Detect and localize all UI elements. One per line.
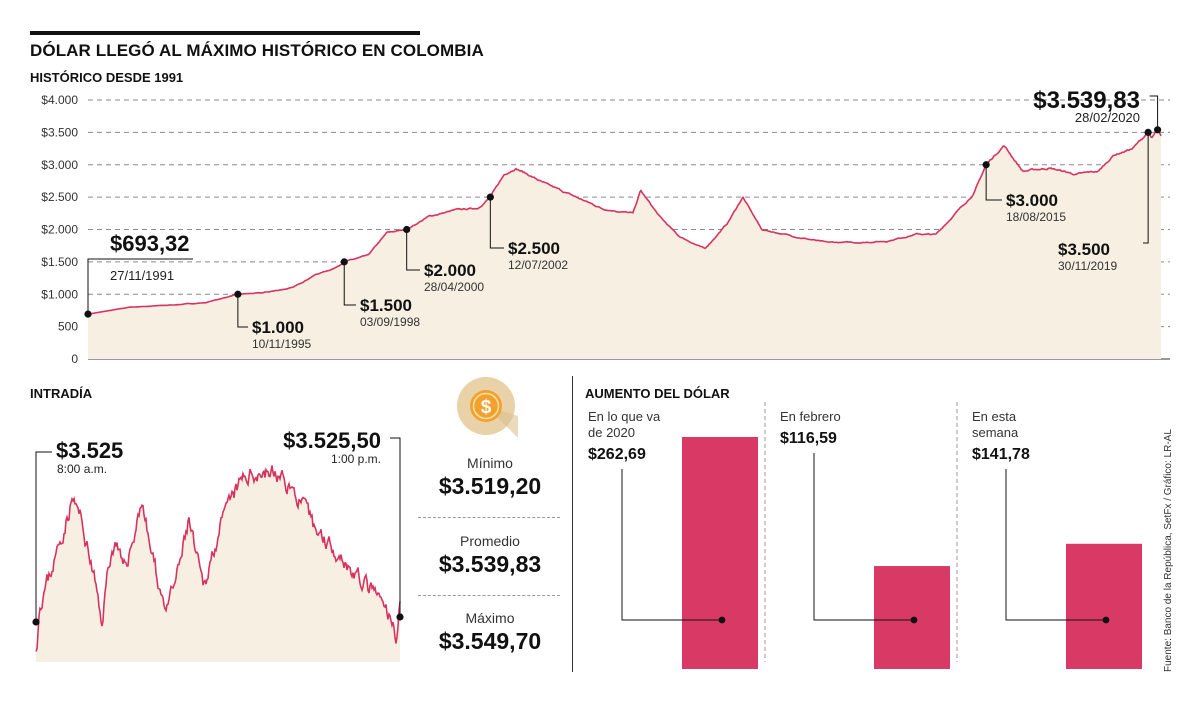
y-tick-label: $1.000 <box>41 287 78 301</box>
bar-leader <box>813 453 914 621</box>
intraday-start-value: $3.525 <box>56 438 123 463</box>
stat-avg-value: $3.539,83 <box>438 551 542 577</box>
bar-category-label: En febrero <box>780 409 841 424</box>
intraday-start-dot <box>32 618 40 626</box>
historical-line <box>87 128 1162 315</box>
y-tick-label: $1.500 <box>41 255 78 269</box>
increase-title: AUMENTO DEL DÓLAR <box>585 386 730 401</box>
marker-leader <box>489 197 504 249</box>
marker-dot <box>84 310 92 318</box>
y-tick-label: $3.000 <box>41 158 78 172</box>
dollar-coin-icon: $ <box>457 377 518 438</box>
marker-value: $2.000 <box>424 261 476 280</box>
bar-value-label: $262,69 <box>588 446 646 463</box>
bar-category-label: semana <box>972 425 1019 440</box>
marker-dot <box>403 225 411 234</box>
intraday-leader <box>390 437 401 617</box>
bar-category-label: En lo que va <box>588 409 661 424</box>
section-divider <box>572 376 573 672</box>
historical-chart-title: HISTÓRICO DESDE 1991 <box>30 70 184 85</box>
bar <box>1066 543 1142 669</box>
marker-date: 18/08/2015 <box>1006 210 1066 224</box>
marker-date: 28/02/2020 <box>1075 110 1140 125</box>
y-tick-label: $2.500 <box>41 190 78 204</box>
bar-leader <box>621 469 722 621</box>
marker-value: $3.500 <box>1058 240 1110 259</box>
marker-date: 10/11/1995 <box>252 337 311 351</box>
intraday-end-time: 1:00 p.m. <box>331 452 381 466</box>
marker-dot <box>1153 126 1162 134</box>
marker-leader <box>1143 132 1149 244</box>
page-title: DÓLAR LLEGÓ AL MÁXIMO HISTÓRICO EN COLOM… <box>30 41 484 60</box>
bar-dot <box>910 616 918 624</box>
stat-max-label: Máximo <box>465 610 515 626</box>
stat-min: Mínimo $3.519,20 <box>415 455 565 500</box>
intraday-start-time: 8:00 a.m. <box>57 462 107 476</box>
marker-dot <box>340 258 348 266</box>
bar-category-label: En esta <box>972 409 1017 424</box>
marker-dot <box>486 193 494 201</box>
stat-min-value: $3.519,20 <box>438 473 542 499</box>
marker-value: $3.539,83 <box>1033 87 1140 114</box>
marker-date: 30/11/2019 <box>1058 259 1117 273</box>
y-tick-label: 500 <box>58 320 78 334</box>
intraday-title: INTRADÍA <box>30 386 93 401</box>
marker-dot <box>982 161 990 169</box>
y-tick-label: $3.500 <box>41 125 78 139</box>
stat-avg: Promedio $3.539,83 <box>415 533 565 578</box>
y-tick-label: $2.000 <box>41 223 78 237</box>
stat-max-value: $3.549,70 <box>438 628 542 654</box>
coin-rim <box>472 392 500 420</box>
stat-avg-label: Promedio <box>460 533 520 549</box>
bar <box>682 437 758 669</box>
historical-chart: 0 500 $1.000 $1.500 $2.000 $2.500 $3.000 $3.500… <box>41 87 1170 366</box>
marker-leader <box>985 164 1002 201</box>
bar-category-label: de 2020 <box>588 425 635 440</box>
intraday-end-dot <box>396 613 404 621</box>
marker-date: 12/07/2002 <box>508 258 568 272</box>
marker-leader <box>87 258 193 315</box>
marker-value: $2.500 <box>508 239 560 258</box>
coin-symbol: $ <box>481 397 492 418</box>
bar-value-label: $116,59 <box>780 430 837 447</box>
bar-value-label: $141,78 <box>972 446 1030 463</box>
marker-date: 03/09/1998 <box>360 315 420 329</box>
coin-face <box>470 390 502 422</box>
intraday-leader <box>35 451 52 622</box>
intraday-end-value: $3.525,50 <box>283 428 381 453</box>
stat-min-label: Mínimo <box>467 455 513 471</box>
stat-max: Máximo $3.549,70 <box>415 610 565 655</box>
marker-dot <box>1144 128 1152 136</box>
bar-dot <box>1102 616 1110 624</box>
source-note: Fuente: Banco de la República, SetFx / G… <box>1163 429 1174 672</box>
marker-date: 27/11/1991 <box>110 268 174 283</box>
marker-leader <box>343 261 356 306</box>
marker-value: $3.000 <box>1006 191 1058 210</box>
marker-leader <box>237 294 248 328</box>
intraday-line <box>35 465 401 652</box>
marker-leader <box>1149 95 1159 130</box>
bar-dot <box>718 616 726 624</box>
marker-value: $693,32 <box>110 231 190 256</box>
historical-area <box>88 129 1161 359</box>
title-rule <box>30 31 420 35</box>
marker-value: $1.000 <box>252 318 304 337</box>
stat-divider <box>418 595 560 596</box>
bar-leader <box>1005 469 1106 621</box>
stat-divider <box>418 517 560 518</box>
marker-value: $1.500 <box>360 296 412 315</box>
marker-dot <box>234 290 242 298</box>
intraday-area <box>36 465 400 662</box>
y-tick-label: 0 <box>71 352 78 366</box>
marker-leader <box>406 229 420 271</box>
y-tick-label: $4.000 <box>41 93 78 107</box>
marker-date: 28/04/2000 <box>424 280 484 294</box>
